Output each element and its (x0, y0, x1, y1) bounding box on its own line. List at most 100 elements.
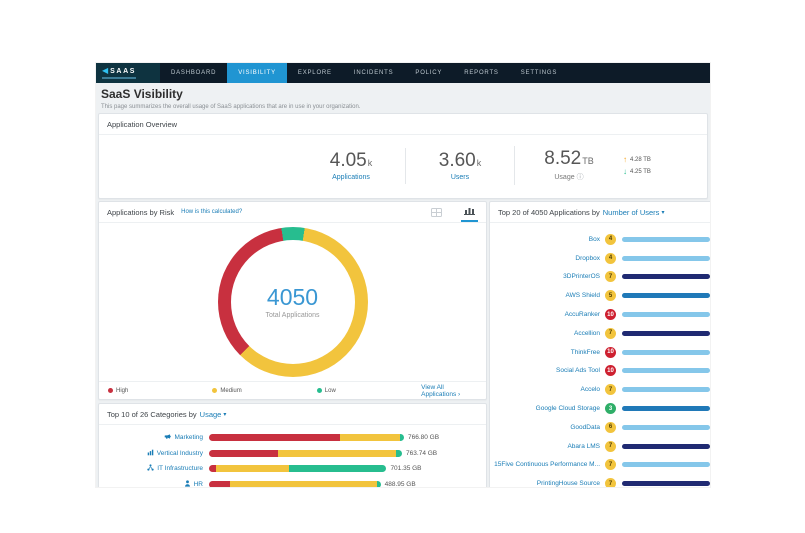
application-link-15five-continuous-performance-m[interactable]: 15Five Continuous Performance M... (494, 461, 600, 469)
users-bar (622, 481, 710, 487)
nav-tab-reports[interactable]: REPORTS (464, 70, 499, 76)
categories-sort-dropdown[interactable]: Usage (199, 409, 222, 419)
chart-view-icon[interactable] (461, 200, 478, 222)
page-subtitle: This page summarizes the overall usage o… (101, 104, 361, 111)
users-bar (622, 293, 710, 299)
application-link-dropbox[interactable]: Dropbox (575, 254, 600, 262)
application-link-accelo[interactable]: Accelo (580, 386, 600, 394)
category-usage-bar (209, 449, 403, 457)
nav-tabs: DASHBOARD VISIBILITY EXPLORE INCIDENTS POLIC… (160, 63, 568, 83)
users-bar (622, 424, 710, 430)
application-row-dropbox: Dropbox 4 (490, 249, 710, 268)
application-row-box: Box 4 (490, 230, 710, 249)
risk-score-badge: 3 (605, 403, 616, 415)
category-link-vertical-industry[interactable]: Vertical Industry (99, 449, 203, 458)
application-link-aws-shield[interactable]: AWS Shield (565, 292, 600, 300)
application-row-abara-lms: Abara LMS 7 (490, 437, 710, 456)
logo-text: SAAS (110, 67, 137, 75)
stat-value: 4.05k (297, 151, 405, 171)
users-bar (622, 462, 710, 468)
donut-center: 4050 Total Applications (99, 286, 486, 320)
application-link-social-ads-tool[interactable]: Social Ads Tool (556, 367, 600, 375)
application-link-printinghouse-source[interactable]: PrintingHouse Source (536, 480, 600, 487)
bar-segment-0 (209, 449, 279, 457)
usage-breakdown-legend: ↑ 4.28 TB ↓ 4.25 TB (623, 152, 707, 180)
application-row-accelo: Accelo 7 (490, 380, 710, 399)
how-calculated-link[interactable]: How is this calculated? (181, 209, 243, 215)
page-title: SaaS Visibility (101, 87, 183, 101)
nav-tab-policy[interactable]: POLICY (415, 70, 443, 76)
arrow-up-icon: ↑ (623, 154, 627, 164)
risk-score-badge: 6 (605, 421, 616, 433)
risk-score-badge: 7 (605, 384, 616, 396)
category-link-marketing[interactable]: Marketing (99, 433, 203, 442)
risk-panel-header: Applications by Risk How is this calcula… (99, 202, 486, 223)
table-view-icon[interactable] (428, 202, 445, 222)
view-toggle-icons (428, 202, 478, 222)
bar-segment-1 (229, 480, 378, 487)
users-bar (622, 236, 710, 242)
view-all-applications-link[interactable]: View All Applications › (421, 384, 477, 398)
application-row-printinghouse-source: PrintingHouse Source 7 (490, 474, 710, 487)
application-link-accellion[interactable]: Accellion (573, 329, 600, 337)
stat-unit: k (367, 157, 373, 168)
users-bar (622, 255, 710, 261)
users-bar (622, 368, 710, 374)
stat-unit: k (476, 157, 482, 168)
application-link-gooddata[interactable]: GoodData (570, 423, 600, 431)
application-link-box[interactable]: Box (588, 235, 600, 243)
nav-tab-settings[interactable]: SETTINGS (520, 70, 558, 76)
bar-segment-0 (209, 434, 340, 442)
stat-usage: 8.52TB Usage ⓘ (514, 146, 623, 185)
info-icon[interactable]: ⓘ (576, 174, 584, 181)
category-row-marketing: Marketing 766.80 GB (99, 430, 486, 446)
application-link-abara-lms[interactable]: Abara LMS (567, 442, 600, 450)
category-link-hr[interactable]: HR (99, 480, 203, 487)
saas-logo[interactable]: ◀ SAAS (96, 63, 160, 83)
application-link-3dprinteros[interactable]: 3DPrinterOS (563, 273, 600, 281)
category-usage-bar (209, 480, 381, 487)
stat-unit: TB (582, 156, 594, 166)
category-usage-bar (209, 465, 387, 473)
usage-download-item: ↓ 4.25 TB (623, 166, 703, 176)
page-heading: SaaS Visibility This page summarizes the… (96, 83, 710, 110)
legend-dot-low (316, 388, 322, 393)
application-link-thinkfree[interactable]: ThinkFree (570, 348, 600, 356)
category-usage-value: 766.80 GB (408, 434, 440, 442)
risk-legend: High Medium Low View All Applications › (99, 381, 486, 399)
logo-triangle-icon: ◀ (102, 66, 109, 75)
applications-header: Top 20 of 4050 Applications by Number of… (490, 202, 710, 223)
bar-segment-1 (278, 449, 397, 457)
nav-tab-explore[interactable]: EXPLORE (297, 70, 332, 76)
stat-label-users[interactable]: Users (450, 173, 470, 181)
chevron-right-icon: › (458, 390, 461, 398)
category-label: Marketing (174, 434, 203, 442)
application-overview-panel: Application Overview 4.05k Applications 3.… (98, 113, 708, 199)
bar-segment-1 (339, 434, 401, 442)
risk-score-badge: 7 (605, 478, 616, 487)
application-row-accellion: Accellion 7 (490, 324, 710, 343)
risk-donut-chart[interactable] (218, 227, 368, 377)
nav-tab-visibility[interactable]: VISIBILITY (227, 63, 287, 83)
risk-score-badge: 10 (605, 309, 616, 321)
application-link-google-cloud-storage[interactable]: Google Cloud Storage (535, 405, 600, 413)
risk-score-badge: 10 (605, 346, 616, 358)
users-bar (622, 443, 710, 449)
risk-score-badge: 7 (605, 459, 616, 471)
legend-label: High (116, 387, 129, 394)
stat-label-applications[interactable]: Applications (332, 173, 370, 181)
stat-users: 3.60k Users (405, 147, 514, 184)
applications-sort-dropdown[interactable]: Number of Users (602, 207, 660, 217)
nav-tab-dashboard[interactable]: DASHBOARD (171, 70, 217, 76)
top-categories-panel: Top 10 of 26 Categories by Usage ▾ Marke… (98, 403, 487, 487)
arrow-down-icon: ↓ (623, 166, 627, 176)
nav-tab-incidents[interactable]: INCIDENTS (353, 70, 394, 76)
applications-title: Top 20 of 4050 Applications by (498, 207, 600, 217)
application-link-accuranker[interactable]: AccuRanker (564, 311, 600, 319)
total-applications-label: Total Applications (265, 312, 320, 319)
application-overview-header: Application Overview (99, 114, 707, 135)
risk-score-badge: 10 (605, 365, 616, 377)
category-usage-bar (209, 434, 404, 442)
categories-title: Top 10 of 26 Categories by (107, 409, 197, 419)
category-link-it-infrastructure[interactable]: IT Infrastructure (99, 464, 203, 473)
